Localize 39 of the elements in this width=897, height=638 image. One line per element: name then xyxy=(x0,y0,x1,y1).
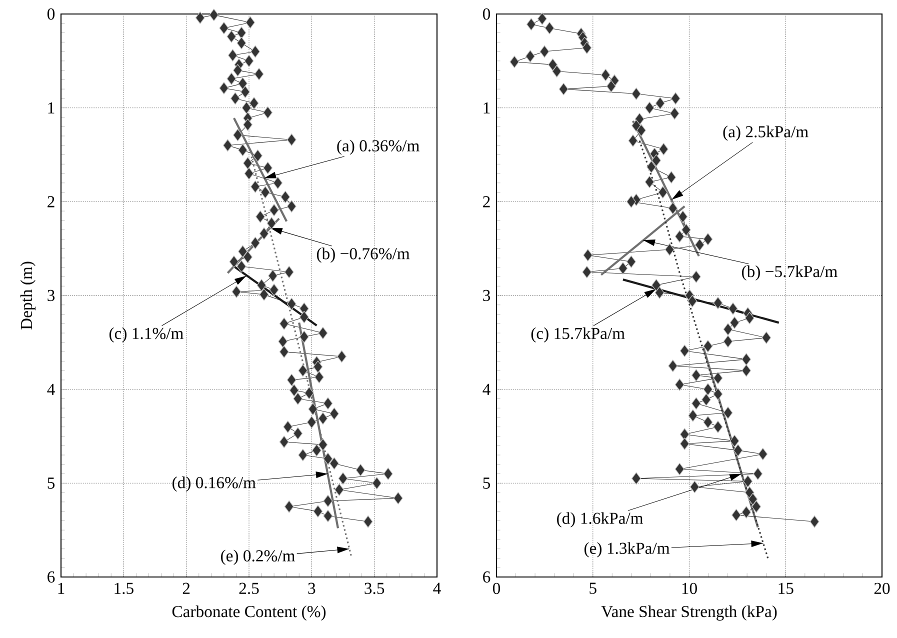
y-tick-label: 5 xyxy=(48,478,55,489)
annotation: (b) −0.76%/m xyxy=(316,248,410,263)
x-axis-title: Vane Shear Strength (kPa) xyxy=(601,605,777,621)
x-tick-label: 3.5 xyxy=(364,582,384,594)
annotation: (d) 0.16%/m xyxy=(172,476,256,492)
y-tick-label: 6 xyxy=(483,571,490,583)
y-tick-label: 4 xyxy=(47,384,55,395)
x-tick-label: 1.5 xyxy=(114,582,134,594)
y-tick-label: 1 xyxy=(48,102,54,114)
y-tick-label: 0 xyxy=(482,8,490,20)
annotation: (a) 2.5kPa/m xyxy=(723,126,808,141)
y-tick-label: 2 xyxy=(48,196,54,208)
annotation: (a) 0.36%/m xyxy=(337,140,420,155)
annotation: (c) 1.1%/m xyxy=(109,327,184,342)
y-tick-label: 5 xyxy=(483,478,490,489)
x-axis-title: Carbonate Content (%) xyxy=(172,605,326,621)
x-tick-label: 4 xyxy=(433,582,441,594)
y-tick-label: 1 xyxy=(484,102,490,114)
annotation: (c) 15.7kPa/m xyxy=(531,327,625,342)
x-tick-label: 15 xyxy=(778,582,794,594)
annotation: (b) −5.7kPa/m xyxy=(742,265,838,281)
x-tick-label: 20 xyxy=(874,582,890,594)
y-tick-label: 0 xyxy=(47,8,55,20)
x-tick-label: 10 xyxy=(682,582,697,594)
annotation: (e) 1.3kPa/m xyxy=(584,542,670,558)
y-axis-title: Depth (m) xyxy=(20,262,36,330)
x-tick-label: 2 xyxy=(182,582,190,594)
x-tick-label: 5 xyxy=(590,582,596,594)
y-tick-label: 3 xyxy=(483,290,490,302)
x-tick-label: 2.5 xyxy=(239,582,259,594)
x-tick-label: 1 xyxy=(58,582,64,594)
y-tick-label: 4 xyxy=(482,384,490,395)
x-tick-label: 3 xyxy=(308,582,316,594)
y-tick-label: 2 xyxy=(483,196,490,208)
annotation: (d) 1.6kPa/m xyxy=(557,512,644,528)
y-tick-label: 6 xyxy=(48,571,55,583)
y-tick-label: 3 xyxy=(48,290,55,302)
x-tick-label: 0 xyxy=(492,582,500,594)
annotation: (e) 0.2%/m xyxy=(221,550,295,565)
